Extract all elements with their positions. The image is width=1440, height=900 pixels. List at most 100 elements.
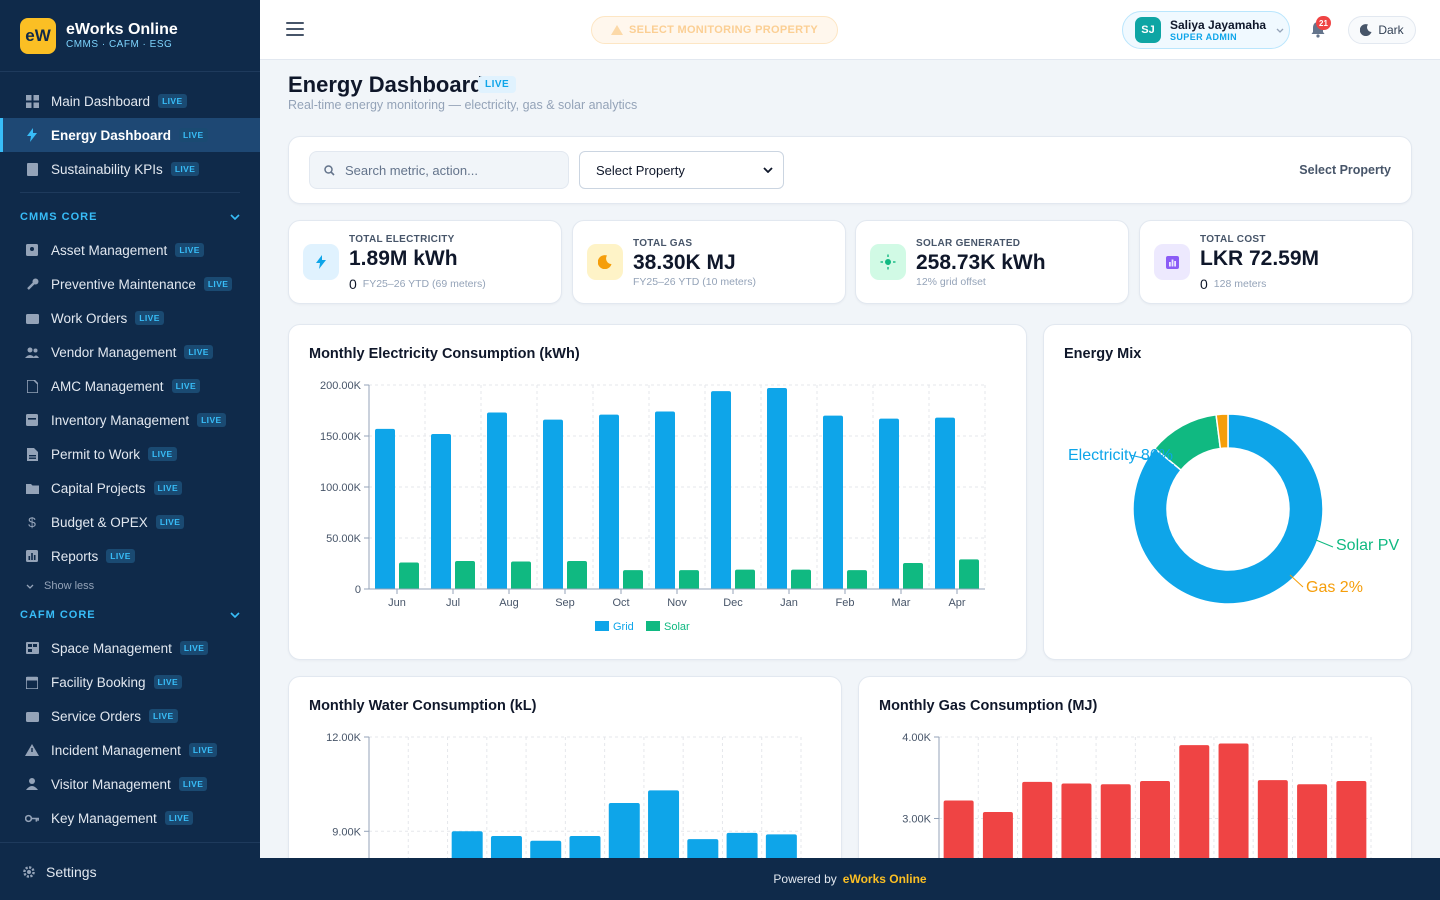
bar [903, 562, 923, 589]
sidebar-item-work-orders[interactable]: Work Orders LIVE [0, 301, 260, 335]
work-orders-icon [25, 311, 39, 325]
bar [543, 419, 563, 589]
sidebar-item-incident-management[interactable]: Incident Management LIVE [0, 733, 260, 767]
sidebar-item-asset-management[interactable]: Asset Management LIVE [0, 233, 260, 267]
legend-swatch-solar [646, 621, 660, 631]
sidebar-item-vendor-management[interactable]: Vendor Management LIVE [0, 335, 260, 369]
label-leader [1315, 539, 1334, 548]
sidebar-item-label: Capital Projects [51, 480, 146, 496]
sidebar-item-label: Reports [51, 548, 99, 564]
property-button-label: SELECT MONITORING PROPERTY [628, 24, 819, 36]
x-tick-label: Nov [667, 597, 687, 609]
y-tick-label: 4.00K [902, 732, 931, 744]
brand[interactable]: eW eWorks Online CMMS · CAFM · ESG [0, 0, 260, 72]
calendar-icon [25, 675, 39, 689]
folder-icon [25, 481, 39, 495]
live-badge: LIVE [203, 277, 233, 291]
sidebar-item-amc-management[interactable]: AMC Management LIVE [0, 369, 260, 403]
property-select-value: Select Property [596, 162, 685, 178]
bar [623, 570, 643, 589]
section-cafm-core[interactable]: CAFM CORE [0, 599, 260, 631]
x-tick-label: Aug [499, 597, 519, 609]
sidebar-item-label: Preventive Maintenance [51, 276, 196, 292]
sidebar-item-label: Space Management [51, 640, 172, 656]
live-badge: LIVE [155, 515, 185, 529]
section-cmms-core[interactable]: CMMS CORE [0, 201, 260, 233]
kpi-card-cost[interactable]: TOTAL COST LKR 72.59M 0 128 meters [1139, 220, 1413, 304]
kpi-card-solar[interactable]: SOLAR GENERATED 258.73K kWh 12% grid off… [855, 220, 1129, 304]
chart-title: Monthly Gas Consumption (MJ) [879, 698, 1098, 714]
sidebar-item-sustainability-kpis[interactable]: Sustainability KPIs LIVE [0, 152, 260, 186]
bar [765, 834, 797, 858]
bar [399, 562, 419, 589]
sidebar-item-service-orders[interactable]: Service Orders LIVE [0, 699, 260, 733]
bar [375, 428, 395, 589]
donut-slice [1132, 413, 1324, 605]
slice-label: Gas 2% [1306, 579, 1363, 596]
filter-bar: Select Property Select Property [288, 136, 1412, 204]
electricity-chart-card: Monthly Electricity Consumption (kWh) 0 5… [288, 324, 1027, 660]
sidebar-item-main-dashboard[interactable]: Main Dashboard LIVE [0, 84, 260, 118]
x-tick-label: Oct [612, 597, 629, 609]
bar [1297, 784, 1328, 858]
kpi-card-electricity[interactable]: TOTAL ELECTRICITY 1.89M kWh 0 FY25–26 YTD… [288, 220, 562, 304]
bar [487, 412, 507, 589]
space-icon [25, 641, 39, 655]
bar [490, 836, 522, 858]
settings-label: Settings [46, 863, 97, 880]
page-title: Energy Dashboard [288, 72, 484, 97]
bolt-icon [303, 244, 339, 280]
x-tick-label: Dec [723, 597, 743, 609]
bar [1257, 780, 1288, 858]
user-menu[interactable]: SJ Saliya Jayamaha SUPER ADMIN [1122, 11, 1290, 49]
footer-prefix: Powered by [773, 872, 837, 886]
chevron-down-icon [230, 211, 240, 223]
sidebar-item-facility-booking[interactable]: Facility Booking LIVE [0, 665, 260, 699]
kpi-card-gas[interactable]: TOTAL GAS 38.30K MJ FY25–26 YTD (10 mete… [572, 220, 846, 304]
sidebar-item-space-management[interactable]: Space Management LIVE [0, 631, 260, 665]
sidebar-item-settings[interactable]: Settings [0, 842, 260, 900]
theme-toggle-button[interactable]: Dark [1348, 16, 1416, 44]
legend-label: Solar [664, 621, 690, 633]
x-tick-label: Sep [555, 597, 575, 609]
sidebar-item-preventive-maintenance[interactable]: Preventive Maintenance LIVE [0, 267, 260, 301]
x-tick-label: Mar [892, 597, 911, 609]
asset-icon [25, 243, 39, 257]
sidebar-item-label: Facility Booking [51, 674, 146, 690]
kpi-value: 38.30K MJ [633, 251, 736, 274]
y-tick-label: 0 [355, 584, 361, 596]
show-less-toggle[interactable]: Show less [0, 573, 260, 599]
bar [530, 840, 562, 858]
kpi-value: LKR 72.59M [1200, 247, 1320, 270]
property-select[interactable]: Select Property [579, 151, 784, 189]
menu-icon[interactable] [286, 22, 304, 36]
user-name: Saliya Jayamaha [1170, 18, 1267, 32]
search-input[interactable] [345, 162, 545, 178]
y-tick-label: 150.00K [320, 431, 362, 443]
sidebar-item-energy-dashboard[interactable]: Energy Dashboard LIVE [0, 118, 260, 152]
sidebar-item-visitor-management[interactable]: Visitor Management LIVE [0, 767, 260, 801]
sidebar-item-budget-opex[interactable]: $ Budget & OPEX LIVE [0, 505, 260, 539]
sidebar-item-capital-projects[interactable]: Capital Projects LIVE [0, 471, 260, 505]
bar [726, 832, 758, 858]
live-badge: LIVE [170, 162, 200, 176]
section-title: CMMS CORE [20, 211, 98, 223]
bar [879, 418, 899, 589]
bar [1179, 745, 1210, 858]
live-badge: LIVE [188, 743, 218, 757]
file-icon [25, 379, 39, 393]
live-badge: LIVE [164, 811, 194, 825]
sidebar-item-permit-to-work[interactable]: Permit to Work LIVE [0, 437, 260, 471]
kpi-value: 258.73K kWh [916, 251, 1046, 274]
show-less-label: Show less [44, 580, 95, 592]
bar [569, 836, 601, 858]
bar [959, 559, 979, 589]
sidebar-item-key-management[interactable]: Key Management LIVE [0, 801, 260, 835]
divider [20, 192, 240, 193]
select-monitoring-property-button[interactable]: SELECT MONITORING PROPERTY [591, 16, 838, 44]
chart-icon [1154, 244, 1190, 280]
sidebar-item-inventory-management[interactable]: Inventory Management LIVE [0, 403, 260, 437]
sidebar-item-reports[interactable]: Reports LIVE [0, 539, 260, 573]
kpi-zero: 0 [349, 276, 357, 292]
x-tick-label: Jul [446, 597, 460, 609]
